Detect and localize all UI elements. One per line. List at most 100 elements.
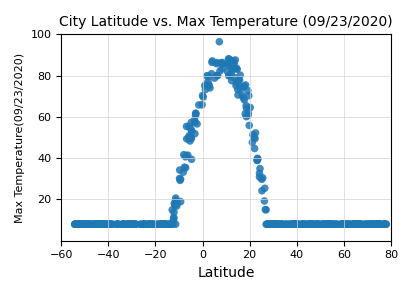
Point [270, 222, 277, 227]
Point [107, 222, 114, 227]
Point [219, 62, 226, 67]
Point [278, 222, 285, 227]
Point [275, 222, 281, 227]
Point [264, 222, 271, 227]
Point [239, 93, 245, 98]
Point [320, 222, 327, 227]
Point [219, 60, 226, 65]
Point [140, 222, 147, 227]
Point [367, 222, 374, 227]
Point [271, 222, 278, 227]
Point [318, 222, 324, 227]
Point [340, 222, 347, 227]
Point [234, 67, 240, 72]
Point [366, 222, 373, 227]
Point [99, 222, 106, 227]
Point [241, 97, 247, 102]
Point [326, 222, 333, 227]
Point [194, 122, 200, 126]
Point [282, 222, 289, 227]
Point [74, 222, 80, 227]
Point [110, 222, 116, 227]
Point [192, 111, 199, 116]
Point [158, 222, 165, 227]
Point [240, 95, 247, 100]
Point [119, 222, 126, 227]
Point [369, 222, 376, 227]
Point [105, 222, 112, 227]
Point [107, 222, 114, 227]
Point [243, 103, 249, 108]
Point [383, 222, 390, 227]
Point [259, 189, 265, 193]
Point [259, 176, 266, 180]
Point [314, 222, 321, 227]
Point [232, 58, 239, 62]
Point [166, 222, 173, 227]
Point [107, 222, 114, 227]
Point [76, 222, 82, 227]
Point [233, 66, 240, 71]
Point [182, 165, 189, 170]
Point [124, 222, 131, 227]
Point [200, 95, 206, 99]
Point [73, 222, 79, 227]
Point [81, 222, 88, 227]
Point [177, 177, 184, 181]
Point [214, 73, 221, 78]
Point [114, 222, 121, 227]
Point [97, 222, 104, 227]
Point [209, 58, 216, 63]
Point [291, 222, 298, 227]
Point [353, 222, 359, 227]
Point [145, 222, 151, 227]
Point [152, 222, 158, 227]
Point [313, 222, 320, 227]
Point [225, 57, 232, 61]
Point [146, 222, 153, 227]
Point [157, 222, 164, 227]
Point [351, 222, 358, 227]
Point [119, 222, 126, 227]
Point [128, 222, 134, 227]
Point [172, 198, 179, 203]
Point [320, 222, 326, 227]
Point [370, 222, 376, 227]
Point [278, 222, 285, 227]
Point [275, 222, 281, 227]
Point [319, 222, 325, 227]
Point [381, 222, 387, 227]
Point [95, 222, 102, 227]
Point [96, 222, 103, 227]
Point [325, 222, 331, 227]
Point [341, 222, 347, 227]
Point [256, 171, 263, 176]
Point [270, 222, 276, 227]
Point [100, 222, 106, 227]
Point [382, 222, 389, 227]
Point [84, 222, 91, 227]
Point [342, 222, 349, 227]
Point [188, 129, 195, 134]
Point [373, 222, 380, 227]
Point [323, 222, 330, 227]
Point [81, 222, 88, 227]
Point [245, 111, 252, 115]
Point [83, 222, 89, 227]
Point [138, 222, 145, 227]
Point [137, 222, 143, 227]
Point [279, 222, 286, 227]
Point [147, 222, 153, 227]
Point [229, 68, 236, 72]
Point [376, 222, 382, 227]
Point [273, 222, 279, 227]
Point [101, 222, 107, 227]
Point [123, 222, 130, 227]
Point [343, 222, 350, 227]
Point [293, 222, 299, 227]
Point [273, 222, 280, 227]
Point [158, 222, 165, 227]
Point [104, 222, 111, 227]
Point [191, 118, 198, 122]
Point [171, 210, 177, 214]
